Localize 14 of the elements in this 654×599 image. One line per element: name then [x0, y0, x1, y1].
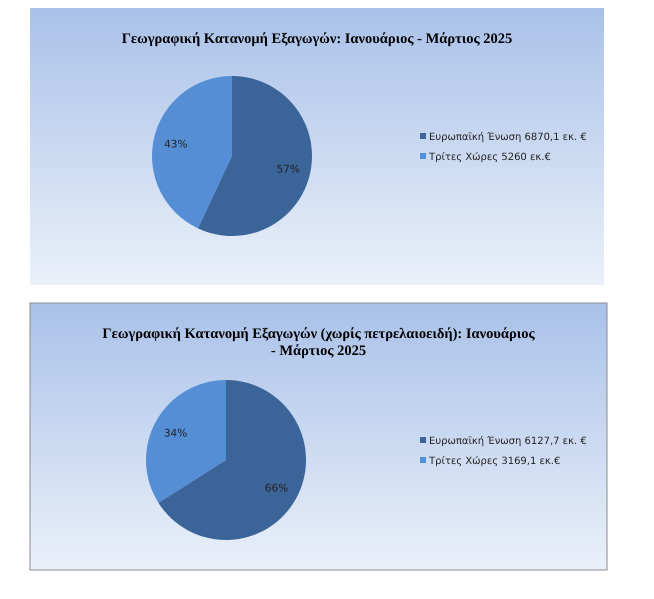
pie-slice: [152, 76, 232, 228]
data-label: 66%: [264, 482, 288, 495]
legend-label: Τρίτες Χώρες 5260 εκ.€: [428, 152, 551, 163]
legend-label: Τρίτες Χώρες 3169,1 εκ.€: [428, 456, 560, 467]
pie-slice: [198, 76, 312, 236]
data-label: 34%: [164, 427, 188, 440]
chart-title: Γεωγραφική Κατανομή Εξαγωγών (χωρίς πετρελαιοειδή): Ιανουάριος - Μάρτιος 2025: [102, 326, 536, 359]
pie-slice: [158, 380, 306, 540]
data-label: 57%: [276, 164, 300, 176]
legend-label: Ευρωπαϊκή Ένωση 6870,1 εκ. €: [429, 132, 587, 143]
pie-slice: [146, 380, 226, 503]
data-label: 43%: [164, 138, 188, 150]
legend-label: Ευρωπαϊκή Ένωση 6127,7 εκ. €: [429, 436, 587, 447]
chart-title: Γεωγραφική Κατανομή Εξαγωγών: Ιανουάριος - Μάρτιος 2025: [122, 31, 512, 47]
